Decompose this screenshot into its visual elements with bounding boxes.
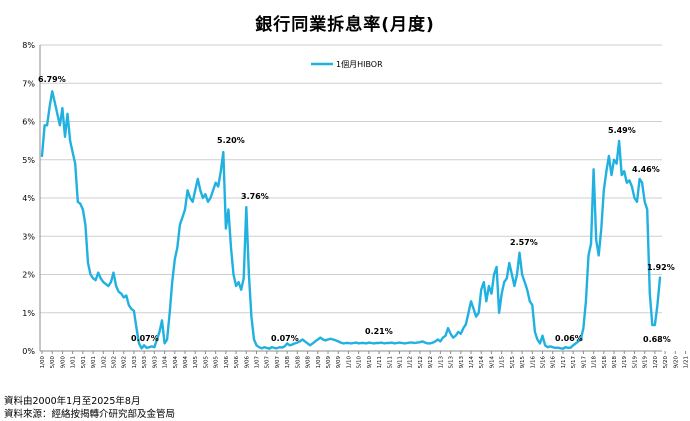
x-tick-label: 1/21: [684, 356, 690, 368]
x-tick-label: 5/02: [112, 356, 118, 368]
footnote-date-range: 資料由2000年1月至2025年8月: [4, 396, 141, 407]
y-tick-label: 3%: [22, 232, 35, 241]
y-tick-label: 6%: [22, 118, 35, 127]
y-tick-label: 2%: [22, 271, 35, 280]
y-tick-label: 1%: [22, 309, 35, 318]
x-tick-label: 9/10: [367, 356, 373, 369]
x-tick-label: 9/19: [643, 356, 649, 369]
x-tick-label: 5/06: [234, 356, 240, 369]
x-tick-label: 5/20: [663, 356, 669, 369]
x-tick-label: 5/07: [265, 356, 271, 369]
x-tick-label: 9/05: [214, 356, 220, 369]
x-tick-label: 9/02: [122, 356, 128, 368]
x-tick-label: 1/13: [438, 356, 444, 369]
data-label: 5.20%: [217, 136, 245, 145]
y-tick-label: 8%: [22, 41, 35, 50]
x-tick-label: 5/19: [632, 356, 638, 369]
x-tick-label: 5/11: [387, 356, 393, 368]
data-label: 4.46%: [632, 165, 660, 174]
x-tick-label: 1/04: [163, 356, 169, 369]
x-tick-label: 1/18: [592, 356, 598, 369]
x-tick-label: 1/17: [561, 356, 567, 369]
x-tick-label: 1/15: [500, 356, 506, 369]
y-tick-label: 7%: [22, 79, 35, 88]
x-tick-label: 5/05: [203, 356, 209, 369]
x-tick-label: 9/03: [152, 356, 158, 369]
y-tick-label: 4%: [22, 194, 35, 203]
x-tick-label: 5/12: [418, 356, 424, 368]
x-tick-label: 9/11: [398, 356, 404, 368]
x-tick-label: 1/12: [408, 356, 414, 368]
y-tick-label: 0%: [22, 347, 35, 356]
legend-label: 1個月HIBOR: [336, 59, 383, 69]
x-tick-label: 5/01: [81, 356, 87, 368]
x-tick-label: 9/15: [520, 356, 526, 369]
x-tick-label: 9/16: [551, 356, 557, 369]
x-tick-label: 1/07: [255, 356, 261, 369]
x-tick-label: 9/18: [612, 356, 618, 369]
x-tick-label: 5/00: [50, 356, 56, 369]
x-tick-label: 5/15: [510, 356, 516, 369]
x-tick-label: 5/09: [326, 356, 332, 369]
x-tick-label: 5/13: [449, 356, 455, 369]
x-tick-label: 1/16: [530, 356, 536, 369]
x-tick-label: 9/08: [306, 356, 312, 369]
x-tick-label: 9/09: [336, 356, 342, 369]
data-label: 2.57%: [510, 238, 538, 247]
x-tick-label: 1/08: [285, 356, 291, 369]
x-tick-label: 9/20: [673, 356, 679, 369]
x-tick-label: 1/00: [40, 356, 46, 369]
y-tick-label: 5%: [22, 156, 35, 165]
x-tick-label: 9/07: [275, 356, 281, 369]
data-label: 0.68%: [643, 335, 671, 344]
x-tick-label: 9/00: [60, 356, 66, 369]
x-tick-label: 5/03: [142, 356, 148, 369]
x-tick-label: 5/14: [479, 356, 485, 369]
x-tick-label: 1/19: [622, 356, 628, 369]
footnote-source: 資料來源：經絡按揭轉介研究部及金管局: [4, 409, 176, 420]
x-tick-label: 1/20: [653, 356, 659, 369]
data-label: 5.49%: [608, 126, 636, 135]
x-tick-label: 9/12: [428, 356, 434, 368]
data-label: 0.07%: [131, 334, 159, 343]
x-tick-label: 1/01: [71, 356, 77, 368]
x-tick-label: 1/10: [346, 356, 352, 369]
x-tick-label: 1/09: [316, 356, 322, 369]
x-tick-label: 5/17: [571, 356, 577, 369]
data-label: 6.79%: [38, 75, 66, 84]
x-tick-label: 9/01: [91, 356, 97, 368]
x-tick-label: 5/10: [357, 356, 363, 369]
x-tick-label: 1/02: [101, 356, 107, 368]
x-tick-label: 9/13: [459, 356, 465, 369]
data-label: 1.92%: [647, 263, 675, 272]
series-line-hibor: [40, 90, 662, 350]
x-tick-label: 1/11: [377, 356, 383, 368]
x-tick-label: 1/05: [193, 356, 199, 369]
x-tick-label: 5/08: [295, 356, 301, 369]
x-tick-label: 9/06: [244, 356, 250, 369]
x-tick-label: 5/18: [602, 356, 608, 369]
x-tick-label: 5/04: [173, 356, 179, 369]
data-label: 0.07%: [271, 334, 299, 343]
chart-title: 銀行同業拆息率(月度): [255, 15, 435, 35]
x-tick-label: 1/03: [132, 356, 138, 369]
x-tick-label: 5/16: [541, 356, 547, 369]
data-label: 0.21%: [365, 327, 393, 336]
x-tick-label: 1/06: [224, 356, 230, 369]
x-tick-label: 9/14: [489, 356, 495, 369]
x-tick-label: 1/14: [469, 356, 475, 369]
data-label: 3.76%: [241, 192, 269, 201]
x-tick-label: 9/17: [581, 356, 587, 369]
data-label: 0.06%: [555, 334, 583, 343]
x-tick-label: 9/04: [183, 356, 189, 369]
